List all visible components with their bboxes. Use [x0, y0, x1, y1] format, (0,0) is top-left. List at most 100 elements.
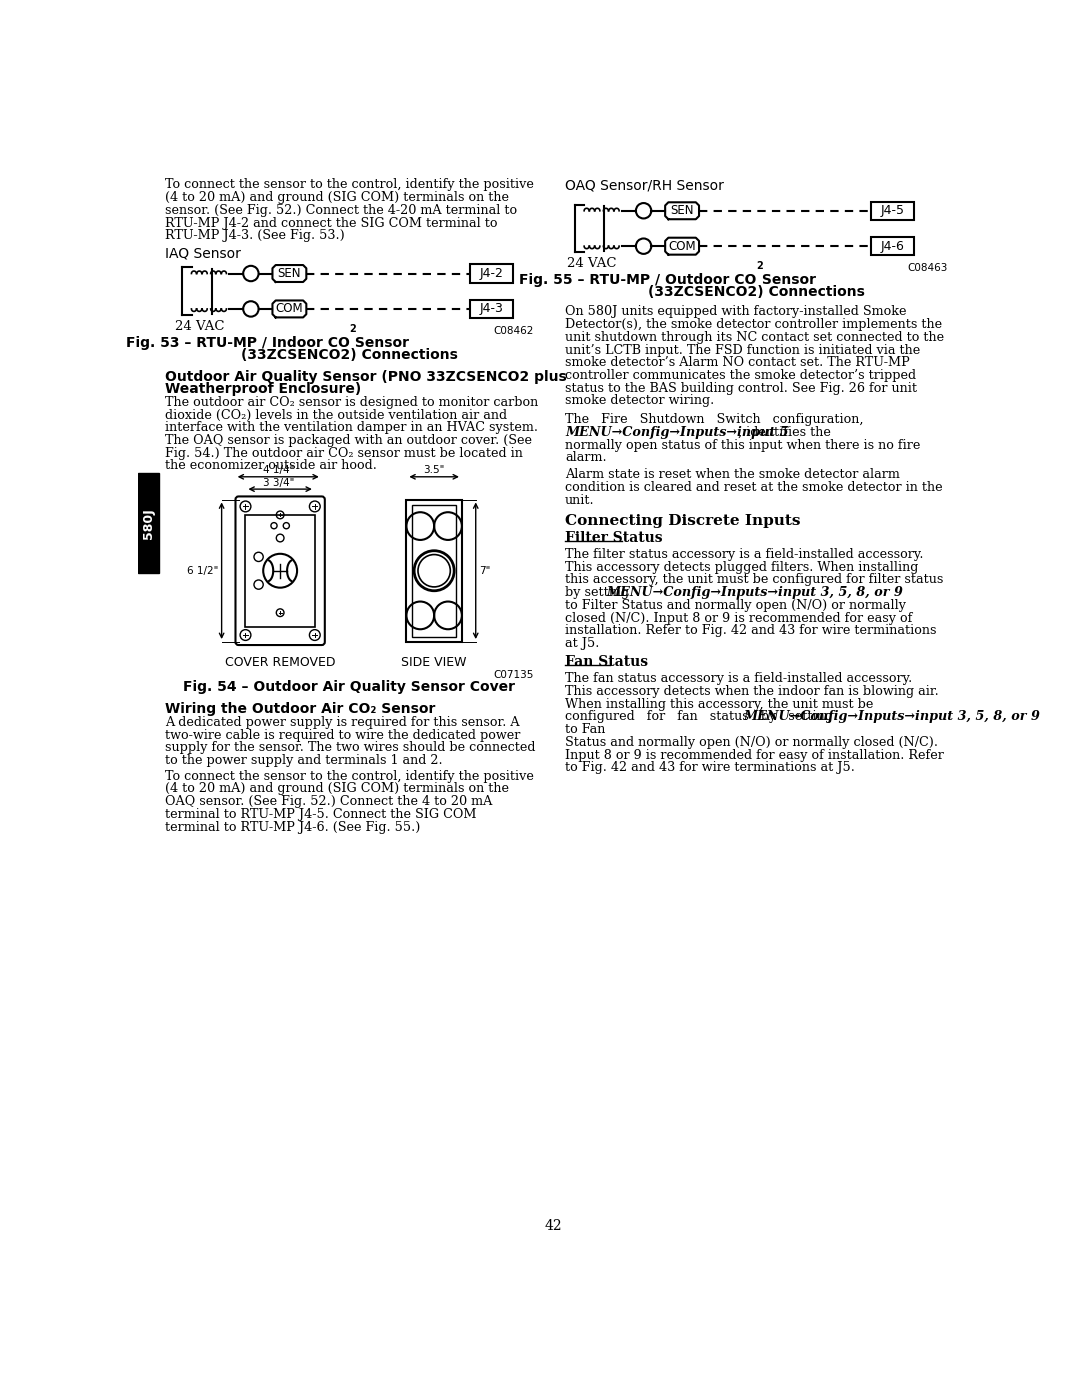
Text: 3 3/4": 3 3/4": [262, 478, 294, 488]
Text: to the power supply and terminals 1 and 2.: to the power supply and terminals 1 and …: [164, 754, 443, 767]
Text: (33ZCSENCO2) Connections: (33ZCSENCO2) Connections: [648, 285, 865, 299]
Text: MENU→Config→Inputs→input 3, 5, 8, or 9: MENU→Config→Inputs→input 3, 5, 8, or 9: [607, 587, 904, 599]
Text: unit’s LCTB input. The FSD function is initiated via the: unit’s LCTB input. The FSD function is i…: [565, 344, 920, 356]
Text: 4 1/4": 4 1/4": [262, 465, 294, 475]
Text: terminal to RTU-MP J4-5. Connect the SIG COM: terminal to RTU-MP J4-5. Connect the SIG…: [164, 807, 476, 821]
Text: Fig. 54 – Outdoor Air Quality Sensor Cover: Fig. 54 – Outdoor Air Quality Sensor Cov…: [184, 680, 515, 694]
Text: terminal to RTU-MP J4-6. (See Fig. 55.): terminal to RTU-MP J4-6. (See Fig. 55.): [164, 820, 420, 834]
Text: (4 to 20 mA) and ground (SIG COM) terminals on the: (4 to 20 mA) and ground (SIG COM) termin…: [164, 191, 509, 204]
Text: To connect the sensor to the control, identify the positive: To connect the sensor to the control, id…: [164, 770, 534, 782]
Text: Filter Status: Filter Status: [565, 531, 663, 545]
Text: 42: 42: [544, 1220, 563, 1234]
Text: COM: COM: [669, 240, 696, 253]
FancyBboxPatch shape: [471, 264, 513, 282]
Text: smoke detector’s Alarm NO contact set. The RTU-MP: smoke detector’s Alarm NO contact set. T…: [565, 356, 909, 369]
Text: This accessory detects when the indoor fan is blowing air.: This accessory detects when the indoor f…: [565, 685, 939, 698]
Text: When installing this accessory, the unit must be: When installing this accessory, the unit…: [565, 697, 874, 711]
Text: unit.: unit.: [565, 493, 595, 507]
FancyBboxPatch shape: [870, 237, 914, 256]
Text: sensor. (See Fig. 52.) Connect the 4-20 mA terminal to: sensor. (See Fig. 52.) Connect the 4-20 …: [164, 204, 516, 217]
Bar: [138, 474, 159, 573]
Text: unit shutdown through its NC contact set connected to the: unit shutdown through its NC contact set…: [565, 331, 944, 344]
Text: Weatherproof Enclosure): Weatherproof Enclosure): [164, 383, 361, 397]
Text: IAQ Sensor: IAQ Sensor: [164, 246, 241, 261]
Text: MENU→Config→Inputs→input 3, 5, 8, or 9: MENU→Config→Inputs→input 3, 5, 8, or 9: [744, 711, 1040, 724]
Text: 3.5": 3.5": [423, 465, 445, 475]
Text: the economizer outside air hood.: the economizer outside air hood.: [164, 460, 377, 472]
Text: RTU-MP J4-3. (See Fig. 53.): RTU-MP J4-3. (See Fig. 53.): [164, 229, 345, 242]
Text: The fan status accessory is a field-installed accessory.: The fan status accessory is a field-inst…: [565, 672, 913, 686]
Text: To connect the sensor to the control, identify the positive: To connect the sensor to the control, id…: [164, 179, 534, 191]
Text: On 580J units equipped with factory-installed Smoke: On 580J units equipped with factory-inst…: [565, 306, 906, 319]
Text: dioxide (CO₂) levels in the outside ventilation air and: dioxide (CO₂) levels in the outside vent…: [164, 409, 507, 422]
Text: to Fig. 42 and 43 for wire terminations at J5.: to Fig. 42 and 43 for wire terminations …: [565, 761, 855, 774]
Text: RTU-MP J4-2 and connect the SIG COM terminal to: RTU-MP J4-2 and connect the SIG COM term…: [164, 217, 497, 229]
FancyBboxPatch shape: [406, 500, 462, 643]
Text: J4-6: J4-6: [880, 240, 904, 253]
Text: 7": 7": [478, 566, 490, 576]
FancyBboxPatch shape: [411, 504, 457, 637]
FancyBboxPatch shape: [870, 201, 914, 219]
Text: This accessory detects plugged filters. When installing: This accessory detects plugged filters. …: [565, 560, 918, 574]
Text: controller communicates the smoke detector’s tripped: controller communicates the smoke detect…: [565, 369, 916, 381]
Text: The filter status accessory is a field-installed accessory.: The filter status accessory is a field-i…: [565, 548, 923, 562]
FancyBboxPatch shape: [235, 496, 325, 645]
Text: status to the BAS building control. See Fig. 26 for unit: status to the BAS building control. See …: [565, 381, 917, 395]
Text: interface with the ventilation damper in an HVAC system.: interface with the ventilation damper in…: [164, 422, 538, 434]
Text: Fig. 53 – RTU-MP / Indoor CO: Fig. 53 – RTU-MP / Indoor CO: [125, 335, 350, 349]
Text: to Filter Status and normally open (N/O) or normally: to Filter Status and normally open (N/O)…: [565, 599, 906, 612]
Text: 6 1/2": 6 1/2": [187, 566, 218, 576]
Text: The   Fire   Shutdown   Switch   configuration,: The Fire Shutdown Switch configuration,: [565, 414, 864, 426]
Text: Alarm state is reset when the smoke detector alarm: Alarm state is reset when the smoke dete…: [565, 468, 900, 482]
Text: this accessory, the unit must be configured for filter status: this accessory, the unit must be configu…: [565, 573, 944, 587]
Text: COVER REMOVED: COVER REMOVED: [225, 655, 336, 669]
Text: Outdoor Air Quality Sensor (PNO 33ZCSENCO2 plus: Outdoor Air Quality Sensor (PNO 33ZCSENC…: [164, 370, 566, 384]
Text: configured   for   fan   status   by   setting: configured for fan status by setting: [565, 711, 833, 724]
Text: Detector(s), the smoke detector controller implements the: Detector(s), the smoke detector controll…: [565, 319, 942, 331]
Text: SIDE VIEW: SIDE VIEW: [402, 655, 467, 669]
Text: OAQ Sensor/RH Sensor: OAQ Sensor/RH Sensor: [565, 179, 724, 193]
Text: COM: COM: [275, 302, 303, 316]
Text: supply for the sensor. The two wires should be connected: supply for the sensor. The two wires sho…: [164, 742, 536, 754]
Text: Fan Status: Fan Status: [565, 655, 648, 669]
Text: A dedicated power supply is required for this sensor. A: A dedicated power supply is required for…: [164, 715, 519, 729]
Text: MENU→Config→Inputs→input 5: MENU→Config→Inputs→input 5: [565, 426, 788, 439]
Text: 24 VAC: 24 VAC: [175, 320, 225, 332]
Text: J4-3: J4-3: [480, 302, 504, 316]
Text: J4-2: J4-2: [480, 267, 504, 279]
Text: Sensor: Sensor: [350, 335, 409, 349]
Text: C08463: C08463: [907, 263, 948, 274]
Text: SEN: SEN: [671, 204, 693, 218]
Text: SEN: SEN: [278, 267, 301, 279]
Text: two-wire cable is required to wire the dedicated power: two-wire cable is required to wire the d…: [164, 729, 521, 742]
Text: closed (N/C). Input 8 or 9 is recommended for easy of: closed (N/C). Input 8 or 9 is recommende…: [565, 612, 913, 624]
Text: by setting: by setting: [565, 587, 633, 599]
Text: condition is cleared and reset at the smoke detector in the: condition is cleared and reset at the sm…: [565, 481, 943, 495]
Text: alarm.: alarm.: [565, 451, 607, 464]
Text: 2: 2: [756, 261, 764, 271]
Text: C07135: C07135: [494, 669, 535, 680]
FancyBboxPatch shape: [245, 515, 314, 627]
Text: at J5.: at J5.: [565, 637, 599, 650]
Text: OAQ sensor. (See Fig. 52.) Connect the 4 to 20 mA: OAQ sensor. (See Fig. 52.) Connect the 4…: [164, 795, 492, 809]
Text: (4 to 20 mA) and ground (SIG COM) terminals on the: (4 to 20 mA) and ground (SIG COM) termin…: [164, 782, 509, 795]
Text: Fig. 55 – RTU-MP / Outdoor CO: Fig. 55 – RTU-MP / Outdoor CO: [519, 274, 756, 288]
Text: , identifies the: , identifies the: [739, 426, 832, 439]
Text: 580J: 580J: [141, 509, 156, 539]
Text: (33ZCSENCO2) Connections: (33ZCSENCO2) Connections: [241, 348, 458, 362]
Text: smoke detector wiring.: smoke detector wiring.: [565, 394, 714, 408]
Text: Fig. 54.) The outdoor air CO₂ sensor must be located in: Fig. 54.) The outdoor air CO₂ sensor mus…: [164, 447, 523, 460]
Text: to Fan: to Fan: [565, 724, 606, 736]
Text: installation. Refer to Fig. 42 and 43 for wire terminations: installation. Refer to Fig. 42 and 43 fo…: [565, 624, 936, 637]
Text: 2: 2: [350, 324, 356, 334]
Text: Sensor: Sensor: [757, 274, 816, 288]
Text: Connecting Discrete Inputs: Connecting Discrete Inputs: [565, 514, 800, 528]
Text: Status and normally open (N/O) or normally closed (N/C).: Status and normally open (N/O) or normal…: [565, 736, 939, 749]
Text: The outdoor air CO₂ sensor is designed to monitor carbon: The outdoor air CO₂ sensor is designed t…: [164, 395, 538, 409]
Text: C08462: C08462: [494, 326, 535, 335]
Text: The OAQ sensor is packaged with an outdoor cover. (See: The OAQ sensor is packaged with an outdo…: [164, 434, 531, 447]
Text: Input 8 or 9 is recommended for easy of installation. Refer: Input 8 or 9 is recommended for easy of …: [565, 749, 944, 761]
Text: Wiring the Outdoor Air CO₂ Sensor: Wiring the Outdoor Air CO₂ Sensor: [164, 703, 435, 717]
FancyBboxPatch shape: [471, 300, 513, 319]
Text: J4-5: J4-5: [880, 204, 904, 218]
